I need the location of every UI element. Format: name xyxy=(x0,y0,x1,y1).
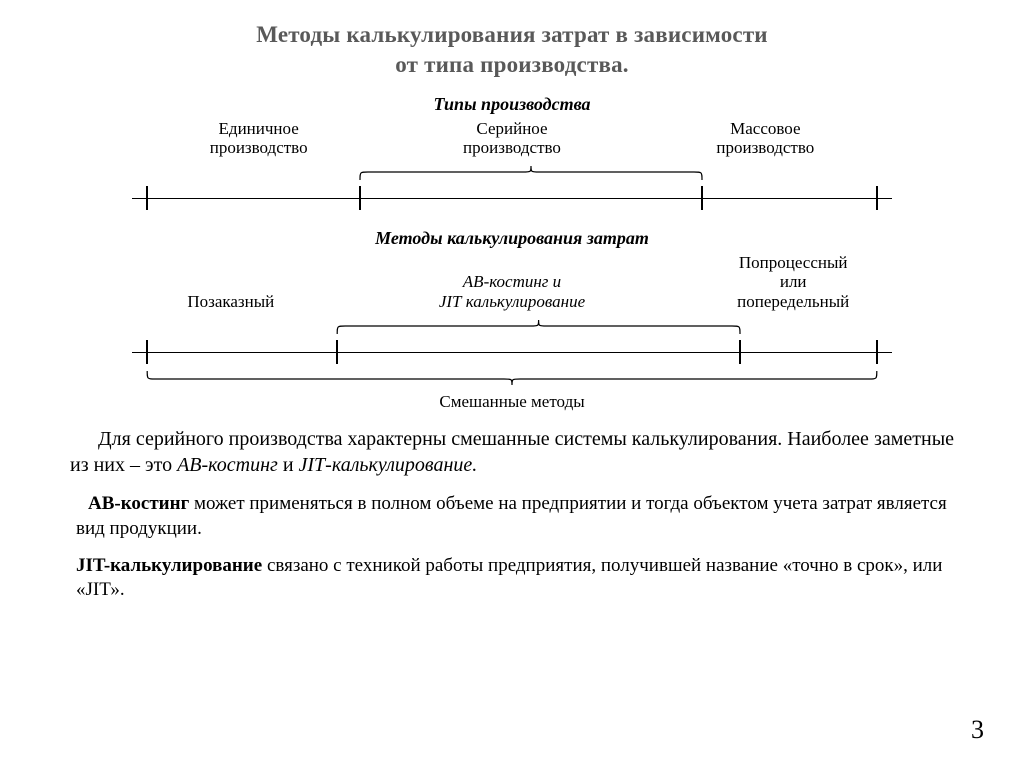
title-line2: от типа производства. xyxy=(395,52,628,77)
d1-label-mid-text: Серийноепроизводство xyxy=(463,119,561,158)
diagram2-labels: Позаказный АВ-костинг и JIТ калькулирова… xyxy=(132,253,892,312)
d2-tick-2 xyxy=(739,340,741,364)
d2-brace-bottom-svg xyxy=(132,368,892,390)
diagram1: Единичноепроизводство Серийноепроизводст… xyxy=(132,119,892,214)
d2-line xyxy=(132,352,892,354)
main-paragraph: Для серийного производства характерны см… xyxy=(70,426,954,479)
d1-label-mid: Серийноепроизводство xyxy=(385,119,638,158)
para-em2: JIТ-калькулирование. xyxy=(299,454,478,476)
d2-label-right-l1: Попроцессный xyxy=(739,253,848,272)
d1-tick-0 xyxy=(146,186,148,210)
d2-brace-top-svg xyxy=(132,316,892,338)
d1-label-left-text: Единичноепроизводство xyxy=(210,119,308,158)
diagram1-header: Типы производства xyxy=(70,94,954,115)
sub2-strong: JIT-калькулирование xyxy=(76,555,262,576)
d2-tick-1 xyxy=(336,340,338,364)
d2-label-left-text: Позаказный xyxy=(187,292,274,311)
d1-tick-3 xyxy=(876,186,878,210)
d1-tick-1 xyxy=(359,186,361,210)
d1-timeline xyxy=(132,184,892,214)
d1-label-right-text: Массовоепроизводство xyxy=(716,119,814,158)
para-em1: АВ-костинг xyxy=(177,454,278,476)
sub-paragraph-1: АВ-костинг может применяться в полном об… xyxy=(76,492,948,541)
d2-tick-0 xyxy=(146,340,148,364)
d2-label-mid: АВ-костинг и JIТ калькулирование xyxy=(330,272,695,311)
d1-line xyxy=(132,198,892,200)
d2-label-mid-l2: JIТ калькулирование xyxy=(439,292,585,311)
para-t2: и xyxy=(278,454,299,476)
d1-label-left: Единичноепроизводство xyxy=(132,119,385,158)
d2-bottom-label: Смешанные методы xyxy=(132,392,892,412)
d1-label-right: Массовоепроизводство xyxy=(639,119,892,158)
title-line1: Методы калькулирования затрат в зависимо… xyxy=(256,22,768,47)
d2-tick-3 xyxy=(876,340,878,364)
page-number: 3 xyxy=(971,715,984,745)
d1-tick-2 xyxy=(701,186,703,210)
d2-label-left: Позаказный xyxy=(132,292,330,312)
d2-label-right-l3: попередельный xyxy=(737,292,849,311)
d2-brace-top xyxy=(132,316,892,338)
d2-timeline xyxy=(132,338,892,368)
d1-brace-top xyxy=(132,162,892,184)
diagram2: Позаказный АВ-костинг и JIТ калькулирова… xyxy=(132,253,892,412)
sub1-strong: АВ-костинг xyxy=(88,493,189,514)
d2-label-mid-l1: АВ-костинг и xyxy=(463,272,561,291)
d1-brace-top-svg xyxy=(132,162,892,184)
sub1-rest: может применяться в полном объеме на пре… xyxy=(76,493,947,539)
diagram2-header: Методы калькулирования затрат xyxy=(70,228,954,249)
d2-brace-bottom xyxy=(132,368,892,390)
sub-paragraph-2: JIT-калькулирование связано с техникой р… xyxy=(76,554,948,603)
d2-label-right: Попроцессный или попередельный xyxy=(694,253,892,312)
page-title: Методы калькулирования затрат в зависимо… xyxy=(70,20,954,80)
d2-label-right-l2: или xyxy=(780,272,807,291)
diagram1-labels: Единичноепроизводство Серийноепроизводст… xyxy=(132,119,892,158)
